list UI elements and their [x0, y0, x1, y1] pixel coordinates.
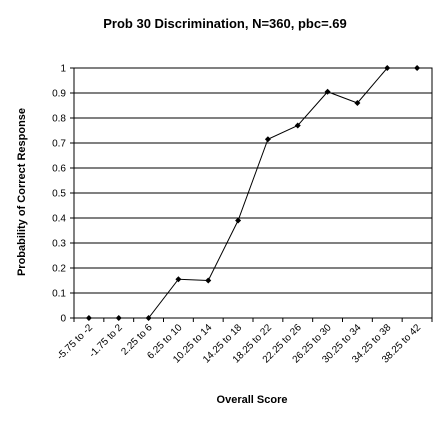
y-tick-label: 0.8	[52, 114, 66, 125]
x-tick-label: -1.75 to 2	[87, 322, 125, 360]
y-tick-label: 0.1	[52, 289, 66, 300]
data-point	[324, 88, 331, 95]
chart-title: Prob 30 Discrimination, N=360, pbc=.69	[103, 16, 346, 31]
y-tick-label: 0.2	[52, 264, 66, 275]
data-point	[205, 277, 212, 284]
y-tick-label: 0	[60, 314, 66, 325]
y-tick-label: 0.4	[52, 214, 66, 225]
y-tick-label: 0.3	[52, 239, 66, 250]
y-tick-label: 0.6	[52, 164, 66, 175]
x-tick-labels: -5.75 to -2-1.75 to 22.25 to 66.25 to 10…	[55, 318, 433, 366]
data-points	[85, 65, 421, 321]
x-axis-label: Overall Score	[217, 394, 288, 406]
data-point	[294, 122, 301, 129]
data-point	[85, 315, 92, 321]
data-point	[175, 276, 182, 283]
data-point	[414, 65, 421, 71]
data-point	[264, 136, 271, 143]
x-tick-label: -5.75 to -2	[55, 322, 95, 362]
series-line	[88, 67, 418, 319]
y-axis-label: Probability of Correct Response	[16, 108, 28, 276]
y-tick-label: 0.9	[52, 89, 66, 100]
data-point	[235, 217, 242, 224]
y-tick-labels: 0 0.1 0.2 0.3 0.4 0.5 0.6 0.7 0.8 0.9 1	[52, 64, 74, 325]
data-point	[354, 100, 361, 106]
y-tick-label: 0.7	[52, 139, 66, 150]
data-point	[145, 315, 152, 321]
data-point	[384, 65, 391, 71]
y-tick-label: 0.5	[52, 189, 66, 200]
grid-lines	[74, 92, 432, 294]
y-tick-label: 1	[60, 64, 66, 75]
data-point	[115, 315, 122, 321]
